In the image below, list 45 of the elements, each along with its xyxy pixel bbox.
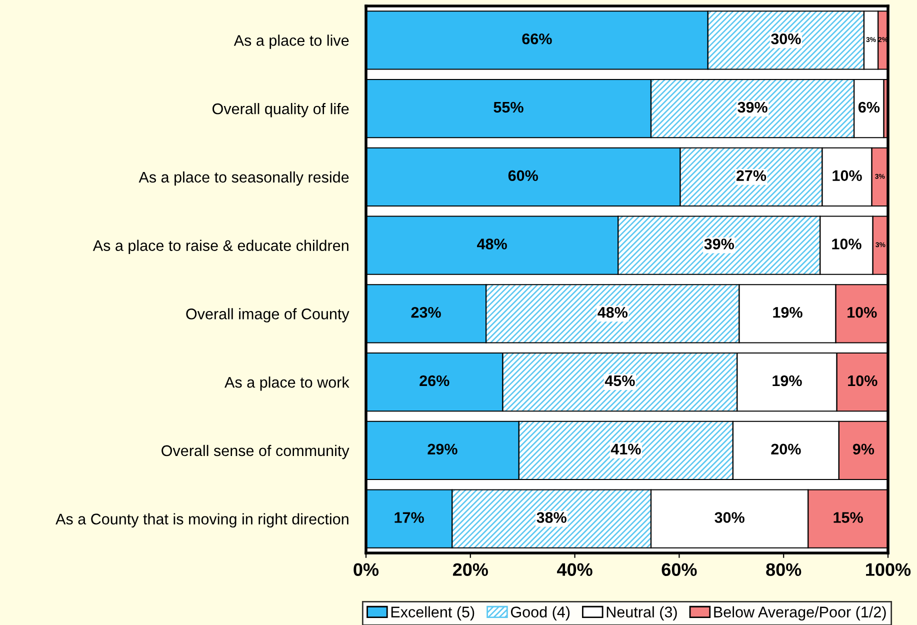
y-tick-label: As a place to raise & educate children <box>92 240 348 254</box>
data-label: 10% <box>848 306 877 318</box>
data-label: 20% <box>771 444 801 455</box>
data-label: 23% <box>411 306 441 318</box>
data-label: 17% <box>394 512 424 523</box>
data-label: 19% <box>773 306 802 318</box>
x-tick-label: 0% <box>354 563 379 576</box>
data-label: 10% <box>832 170 862 182</box>
data-label: 39% <box>704 238 734 250</box>
x-tick-label: 20% <box>452 563 488 576</box>
data-label: 30% <box>771 33 801 44</box>
y-tick-label: As a place to work <box>224 376 350 391</box>
y-tick-label: As a place to live <box>234 34 349 49</box>
y-tick-label: As a County that is moving in right direction <box>56 513 348 528</box>
data-label: 10% <box>832 238 862 250</box>
data-label: 10% <box>848 375 878 386</box>
y-tick-label: Overall quality of life <box>212 103 349 118</box>
data-label: 26% <box>420 375 450 386</box>
x-tick-label: 60% <box>662 563 697 576</box>
data-label: 41% <box>610 444 641 455</box>
x-tick-label: 80% <box>766 563 802 576</box>
data-label: 15% <box>834 512 863 523</box>
y-tick-label: Overall image of County <box>186 308 350 322</box>
data-label: 19% <box>772 375 802 386</box>
data-label: 45% <box>604 375 635 386</box>
data-label: 27% <box>736 170 766 182</box>
data-label: 38% <box>536 512 566 523</box>
y-tick-label: As a place to seasonally reside <box>138 171 349 186</box>
x-tick-label: 100% <box>866 563 911 576</box>
data-label: 66% <box>522 33 552 44</box>
legend-label: Excellent (5) <box>391 606 474 620</box>
data-label: 60% <box>508 170 538 182</box>
data-label: 29% <box>428 444 458 455</box>
data-label: 6% <box>858 102 880 113</box>
data-label: 39% <box>738 102 768 113</box>
data-label: 30% <box>714 512 744 523</box>
legend-label: Below Average/Poor (1/2) <box>714 606 886 620</box>
legend-label: Good (4) <box>510 606 570 620</box>
y-tick-label: Overall sense of community <box>162 444 350 460</box>
x-tick-label: 40% <box>557 563 592 576</box>
data-label: 48% <box>477 238 507 250</box>
data-label: 48% <box>598 306 628 318</box>
data-label: 55% <box>494 102 524 113</box>
data-label: 9% <box>852 444 874 455</box>
legend-label: Neutral (3) <box>606 606 677 620</box>
